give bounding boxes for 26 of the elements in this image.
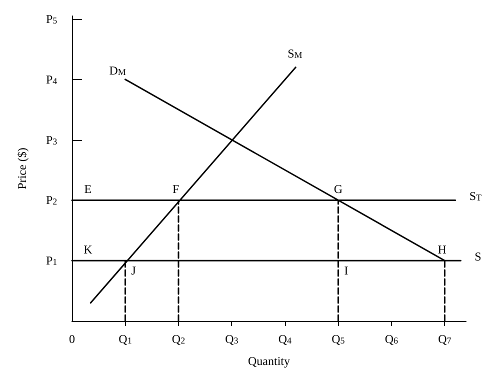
- y-tick-label: P2: [46, 193, 58, 208]
- x-axis-title: Quantity: [248, 354, 290, 368]
- annotation: G: [334, 182, 343, 196]
- x-tick-label: Q3: [225, 332, 239, 346]
- x-tick-label: Q6: [384, 332, 399, 346]
- x-tick-label: Q7: [438, 332, 452, 346]
- x-tick-label: Q4: [278, 332, 292, 346]
- annotation: E: [84, 182, 92, 196]
- series-label: S: [474, 250, 482, 264]
- series-label: ST: [469, 189, 482, 204]
- y-tick-label: P4: [46, 72, 58, 86]
- x-tick-label: Q2: [172, 332, 186, 346]
- series-label: DM: [109, 63, 126, 78]
- y-tick-label: P1: [46, 254, 58, 268]
- x-tick-label: Q5: [332, 332, 346, 346]
- annotation: K: [84, 242, 93, 257]
- x-tick-label: 0: [69, 332, 75, 346]
- annotation: J: [131, 264, 136, 278]
- y-tick-label: P5: [46, 12, 58, 26]
- annotation: I: [344, 264, 348, 278]
- y-tick-label: P3: [46, 132, 58, 147]
- annotation: F: [172, 182, 180, 196]
- x-tick-label: Q1: [118, 332, 132, 346]
- annotation: H: [438, 242, 447, 257]
- series-label: SM: [288, 46, 302, 60]
- y-axis-title: Price ($): [15, 148, 29, 190]
